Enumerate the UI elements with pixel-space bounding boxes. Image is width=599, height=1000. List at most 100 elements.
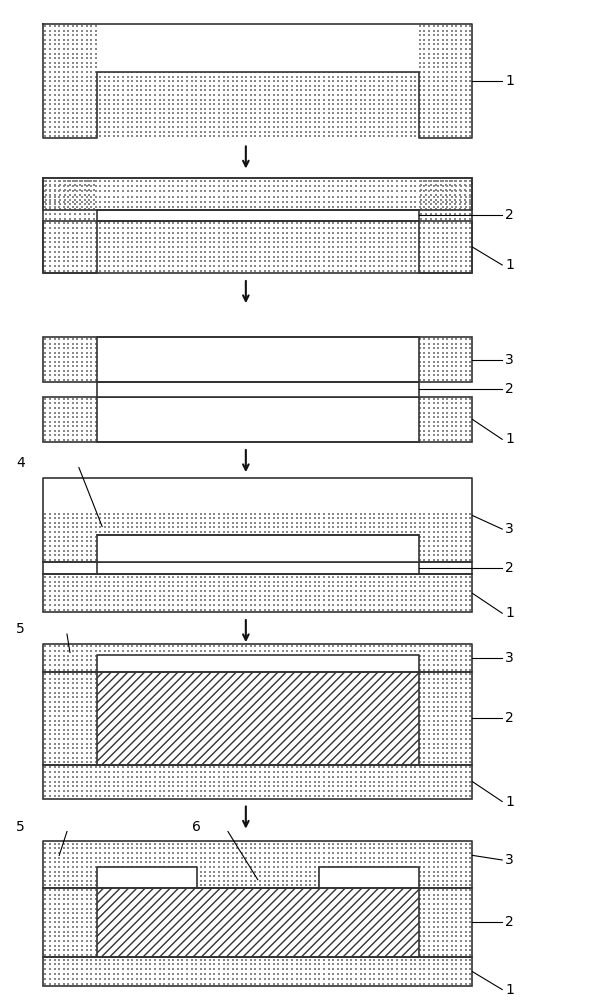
Point bbox=[198, 358, 208, 374]
Point bbox=[433, 840, 443, 856]
Point bbox=[351, 409, 361, 425]
Point bbox=[447, 114, 456, 130]
Point bbox=[159, 722, 169, 738]
Point bbox=[356, 105, 365, 121]
Point bbox=[77, 952, 87, 968]
Point bbox=[118, 859, 128, 875]
Point bbox=[201, 583, 210, 599]
Point bbox=[314, 592, 324, 608]
Point bbox=[100, 414, 110, 430]
Point bbox=[251, 199, 261, 215]
Point bbox=[406, 845, 416, 861]
Point bbox=[360, 759, 370, 775]
Point bbox=[59, 234, 68, 250]
Point bbox=[210, 409, 219, 425]
Point bbox=[81, 194, 91, 210]
Point bbox=[191, 578, 201, 594]
Point bbox=[274, 657, 283, 673]
Point bbox=[420, 901, 429, 917]
Point bbox=[357, 427, 367, 443]
Point bbox=[191, 119, 201, 135]
Point bbox=[173, 966, 183, 982]
Point bbox=[443, 602, 452, 618]
Point bbox=[63, 873, 73, 889]
Point bbox=[132, 234, 141, 250]
Point bbox=[132, 774, 141, 790]
Point bbox=[72, 638, 82, 654]
Point bbox=[59, 788, 68, 804]
Point bbox=[288, 391, 297, 407]
Point bbox=[201, 32, 210, 48]
Point bbox=[187, 726, 196, 742]
Point bbox=[63, 345, 73, 361]
Point bbox=[274, 864, 283, 880]
Point bbox=[114, 882, 123, 898]
Point bbox=[319, 648, 329, 664]
Point bbox=[109, 850, 119, 866]
Point bbox=[397, 910, 406, 926]
Point bbox=[452, 864, 461, 880]
Point bbox=[68, 372, 78, 388]
Point bbox=[198, 336, 208, 352]
Point bbox=[95, 877, 105, 893]
Point bbox=[55, 36, 64, 52]
Point bbox=[128, 367, 137, 383]
Point bbox=[86, 905, 96, 921]
Point bbox=[465, 409, 475, 425]
Point bbox=[55, 41, 64, 57]
Point bbox=[443, 432, 452, 448]
Point bbox=[251, 854, 261, 870]
Point bbox=[319, 225, 329, 241]
Point bbox=[137, 569, 146, 585]
Point bbox=[301, 840, 310, 856]
Point bbox=[168, 764, 178, 780]
Point bbox=[433, 759, 443, 775]
Point bbox=[278, 96, 288, 112]
Point bbox=[333, 638, 343, 654]
Point bbox=[310, 27, 320, 43]
Point bbox=[60, 201, 70, 217]
Point bbox=[114, 873, 123, 889]
Point bbox=[370, 731, 379, 747]
Point bbox=[241, 538, 251, 554]
Point bbox=[141, 183, 151, 199]
Point bbox=[465, 230, 475, 246]
Point bbox=[237, 689, 247, 705]
Point bbox=[159, 234, 169, 250]
Point bbox=[342, 18, 352, 34]
Point bbox=[235, 331, 244, 347]
Point bbox=[278, 529, 288, 545]
Point bbox=[100, 699, 110, 715]
Point bbox=[461, 249, 470, 265]
Point bbox=[429, 258, 438, 274]
Point bbox=[274, 638, 283, 654]
Point bbox=[374, 110, 383, 126]
Point bbox=[118, 736, 128, 752]
Point bbox=[274, 50, 283, 66]
Point bbox=[365, 750, 374, 766]
Point bbox=[420, 877, 429, 893]
Point bbox=[91, 432, 101, 448]
Point bbox=[55, 854, 64, 870]
Point bbox=[456, 363, 466, 379]
Point bbox=[255, 336, 265, 352]
Point bbox=[314, 928, 324, 944]
Point bbox=[214, 46, 224, 62]
Point bbox=[333, 750, 343, 766]
Point bbox=[301, 657, 310, 673]
Point bbox=[146, 354, 155, 370]
Point bbox=[205, 55, 214, 71]
Point bbox=[420, 225, 429, 241]
Point bbox=[210, 73, 219, 89]
Point bbox=[251, 87, 261, 103]
Point bbox=[401, 952, 411, 968]
Point bbox=[360, 244, 370, 260]
Point bbox=[86, 896, 96, 912]
Point bbox=[63, 340, 73, 356]
Point bbox=[465, 41, 475, 57]
Point bbox=[351, 349, 361, 365]
Point bbox=[210, 947, 219, 963]
Point bbox=[452, 933, 461, 949]
Point bbox=[347, 778, 356, 794]
Point bbox=[41, 736, 50, 752]
